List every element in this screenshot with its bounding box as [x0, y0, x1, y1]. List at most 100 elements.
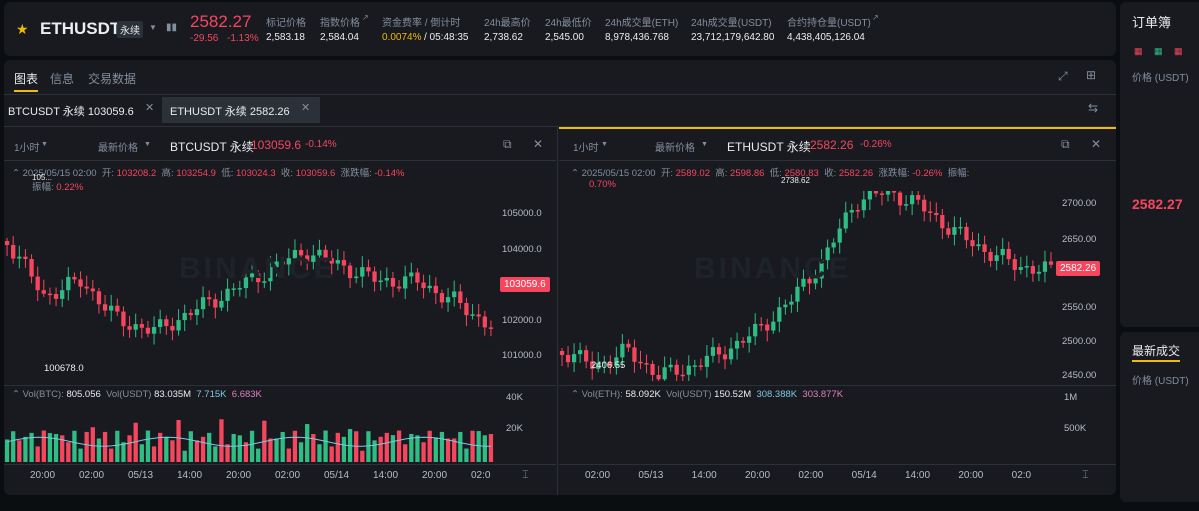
candle-body — [662, 367, 667, 380]
volume-bar — [439, 431, 445, 462]
candle-body — [686, 365, 691, 375]
layout-grid-icon[interactable]: ⊞ — [1086, 68, 1097, 82]
active-chart-border — [559, 127, 1116, 129]
fit-axis-icon[interactable]: ⌶ — [522, 469, 529, 481]
candle-body — [488, 327, 494, 329]
volume-bar — [102, 431, 108, 462]
x-tick: 14:00 — [177, 470, 203, 481]
chevron-down-icon[interactable]: ▼ — [41, 141, 48, 148]
volume-bar — [23, 436, 28, 462]
candle-body — [644, 363, 649, 365]
x-tick: 05/13 — [638, 470, 664, 481]
symbol-name[interactable]: ETHUSDT — [40, 19, 121, 38]
volume-bar — [323, 430, 328, 462]
candle-body — [311, 255, 316, 262]
candle-body — [372, 271, 377, 282]
ohlc-amplitude: 0.70% — [589, 179, 616, 190]
book-mode-icon[interactable]: ▦ — [1134, 46, 1143, 56]
mark-price-label[interactable]: 标记价格 — [266, 18, 306, 29]
candle-body — [243, 277, 249, 289]
price-type-select[interactable]: 最新价格 — [655, 143, 695, 154]
collapse-icon[interactable]: ⌃ — [571, 389, 582, 400]
index-price-label[interactable]: 指数价格 — [320, 18, 360, 29]
x-tick: 14:00 — [373, 470, 399, 481]
tab-trading-data[interactable]: 交易数据 — [88, 72, 137, 86]
interval-select[interactable]: 1小时 — [14, 143, 40, 154]
candle-body — [78, 279, 83, 287]
candle-body — [182, 312, 187, 321]
chevron-down-icon[interactable]: ▼ — [601, 141, 608, 148]
popout-icon[interactable]: ⧉ — [1061, 137, 1070, 151]
divider — [4, 94, 1116, 95]
candle-body — [90, 288, 95, 292]
trades-title[interactable]: 最新成交 — [1132, 344, 1181, 358]
close-icon[interactable]: ✕ — [1091, 137, 1102, 151]
btc-candles — [4, 236, 494, 345]
price-type-select[interactable]: 最新价格 — [98, 143, 138, 154]
chart-split — [557, 127, 558, 495]
chart-type-icon[interactable]: ▮▮ — [166, 22, 178, 33]
volume-bar — [470, 430, 475, 462]
candle-body — [734, 340, 740, 349]
book-mode-icon[interactable]: ▦ — [1174, 46, 1183, 56]
collapse-icon[interactable]: ⌃ — [12, 389, 23, 400]
x-tick: 02:00 — [798, 470, 824, 481]
last-price: 2582.27 — [190, 12, 252, 31]
chart-tab-ethusdt[interactable]: ETHUSDT 永续 2582.26 — [170, 106, 290, 118]
candle-body — [421, 282, 426, 289]
book-mode-icon[interactable]: ▦ — [1154, 46, 1163, 56]
candle-body — [728, 348, 734, 360]
volume-bar — [127, 435, 132, 462]
close-icon[interactable]: ✕ — [533, 137, 544, 151]
close-icon[interactable]: ✕ — [301, 102, 311, 114]
popout-icon[interactable]: ⧉ — [503, 137, 512, 151]
interval-select[interactable]: 1小时 — [573, 143, 599, 154]
candle-body — [1018, 267, 1023, 270]
open-interest-label[interactable]: 合约持仓量(USDT) — [787, 18, 871, 29]
close-icon[interactable]: ✕ — [145, 102, 155, 114]
tab-info[interactable]: 信息 — [50, 72, 75, 86]
candle-body — [982, 244, 987, 252]
chevron-down-icon[interactable]: ▼ — [701, 141, 708, 148]
candle-body — [867, 191, 872, 200]
candle-body — [292, 250, 298, 259]
chart-tab-btcusdt[interactable]: BTCUSDT 永续 103059.6 — [8, 106, 134, 118]
swap-icon[interactable]: ⇆ — [1088, 101, 1099, 115]
chart-tab-active-bg — [162, 97, 320, 123]
candle-body — [747, 336, 752, 343]
x-tick: 02:0 — [1011, 470, 1032, 481]
volume-bar — [433, 437, 438, 462]
candle-body — [133, 324, 138, 330]
candle-body — [415, 272, 420, 283]
chevron-down-icon[interactable]: ▼ — [144, 141, 151, 148]
star-icon[interactable]: ★ — [16, 21, 29, 37]
chevron-down-icon[interactable]: ▼ — [149, 23, 157, 32]
tab-chart[interactable]: 图表 — [14, 72, 39, 86]
candle-body — [602, 361, 607, 364]
candle-body — [298, 250, 304, 256]
volume-legend: ⌃ Vol(BTC): 805.056 Vol(USDT) 83.035M 7.… — [12, 389, 262, 400]
candle-body — [922, 199, 927, 212]
candle-body — [885, 191, 891, 195]
candle-body — [139, 324, 144, 328]
candle-body — [1006, 248, 1011, 260]
funding-rate-label[interactable]: 资金费率 / 倒计时 — [382, 18, 461, 29]
expand-icon[interactable]: ⤢ — [1058, 69, 1068, 83]
candle-body — [1036, 271, 1042, 274]
candle-body — [176, 320, 181, 331]
collapse-icon[interactable]: ⌃ — [12, 168, 23, 179]
mark-price-value: 2,583.18 — [266, 32, 305, 43]
candle-body — [578, 350, 583, 355]
collapse-icon[interactable]: ⌃ — [571, 168, 582, 179]
btc-volume — [4, 419, 494, 462]
candle-body — [861, 199, 866, 211]
candle-body — [928, 211, 933, 213]
volume-bar — [66, 442, 71, 462]
candle-body — [354, 276, 359, 279]
fit-axis-icon[interactable]: ⌶ — [1082, 469, 1089, 481]
volume-bar — [415, 435, 420, 462]
candle-body — [219, 300, 224, 308]
y-tick: 102000.0 — [502, 315, 542, 326]
volume-legend: ⌃ Vol(ETH): 58.092K Vol(USDT) 150.52M 30… — [571, 389, 844, 400]
candle-body — [366, 267, 371, 272]
